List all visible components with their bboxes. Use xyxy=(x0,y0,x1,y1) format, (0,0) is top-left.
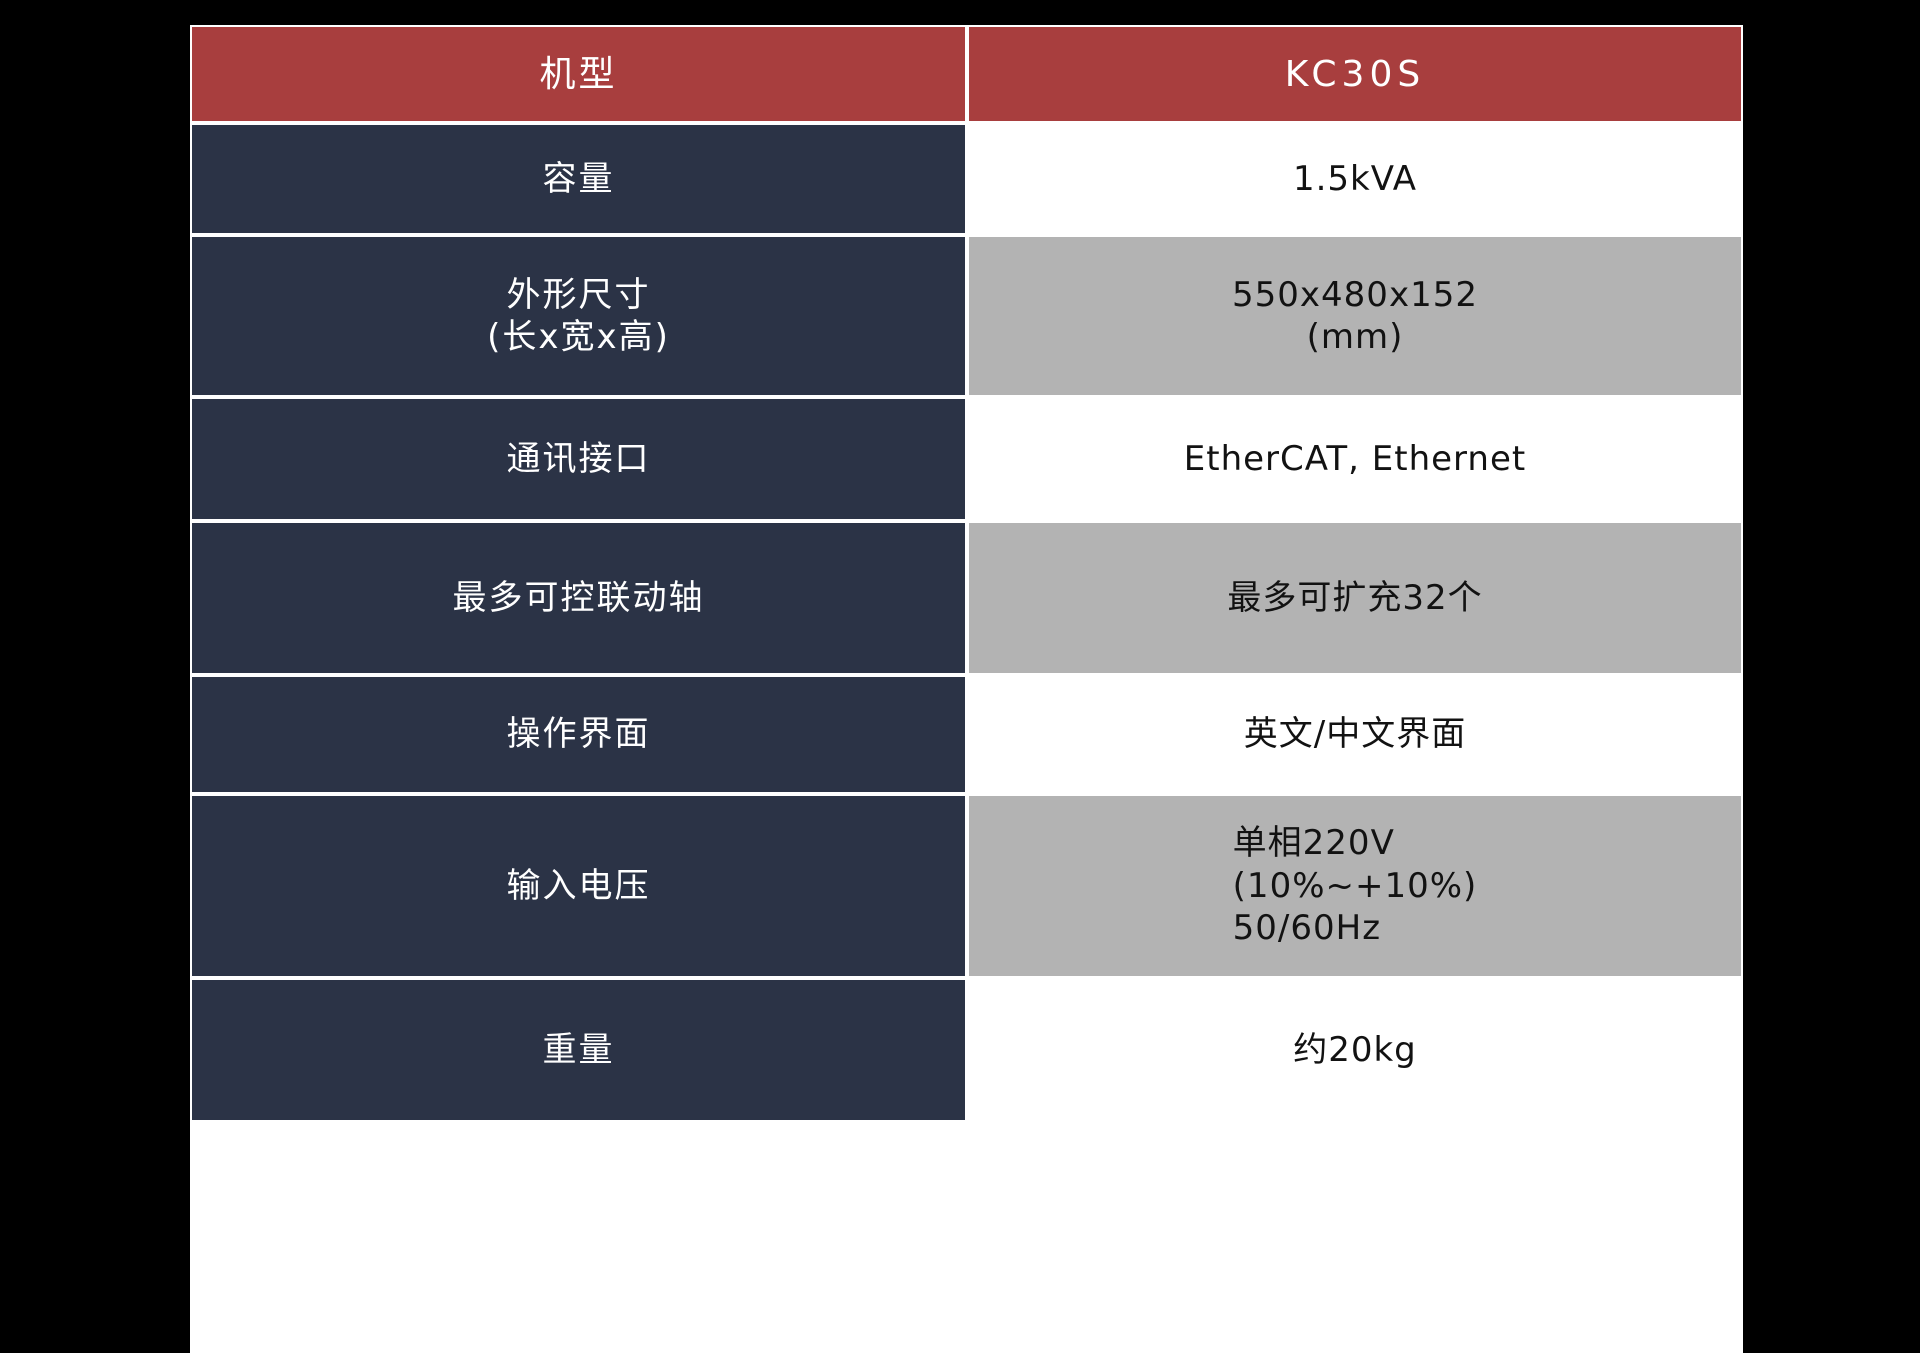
table-row: 重量 约20kg xyxy=(190,978,1743,1122)
table-row: 最多可控联动轴 最多可扩充32个 xyxy=(190,521,1743,675)
row-label-communication: 通讯接口 xyxy=(190,397,967,521)
row-value-weight: 约20kg xyxy=(967,978,1743,1122)
row-label-ui: 操作界面 xyxy=(190,675,967,794)
row-label-dimensions: 外形尺寸 (长x宽x高) xyxy=(190,235,967,397)
header-cell-label: 机型 xyxy=(190,25,967,123)
row-value-capacity: 1.5kVA xyxy=(967,123,1743,235)
row-label-input-voltage: 输入电压 xyxy=(190,794,967,978)
table-row: 外形尺寸 (长x宽x高) 550x480x152 (mm) xyxy=(190,235,1743,397)
table-header-row: 机型 KC30S xyxy=(190,25,1743,123)
header-cell-model: KC30S xyxy=(967,25,1743,123)
value-text: 英文/中文界面 xyxy=(1243,714,1467,755)
specification-table: 机型 KC30S 容量 1.5kVA 外形尺寸 (长x宽x高) 550x480x… xyxy=(190,25,1743,1122)
row-value-input-voltage: 单相220V (10%~+10%) 50/60Hz xyxy=(967,794,1743,978)
row-value-dimensions: 550x480x152 (mm) xyxy=(967,235,1743,397)
value-text: 1.5kVA xyxy=(1292,158,1418,199)
table-row: 容量 1.5kVA xyxy=(190,123,1743,235)
value-text: 550x480x152 (mm) xyxy=(1232,274,1478,358)
row-value-max-axes: 最多可扩充32个 xyxy=(967,521,1743,675)
value-text: EtherCAT, Ethernet xyxy=(1183,438,1527,479)
row-value-communication: EtherCAT, Ethernet xyxy=(967,397,1743,521)
row-label-capacity: 容量 xyxy=(190,123,967,235)
label-text: 外形尺寸 (长x宽x高) xyxy=(487,274,670,358)
table-row: 输入电压 单相220V (10%~+10%) 50/60Hz xyxy=(190,794,1743,978)
table-row: 操作界面 英文/中文界面 xyxy=(190,675,1743,794)
row-value-ui: 英文/中文界面 xyxy=(967,675,1743,794)
table-row: 通讯接口 EtherCAT, Ethernet xyxy=(190,397,1743,521)
row-label-max-axes: 最多可控联动轴 xyxy=(190,521,967,675)
value-text: 约20kg xyxy=(1293,1029,1417,1070)
row-label-weight: 重量 xyxy=(190,978,967,1122)
value-text: 单相220V (10%~+10%) 50/60Hz xyxy=(1232,823,1478,949)
value-text: 最多可扩充32个 xyxy=(1227,577,1483,618)
